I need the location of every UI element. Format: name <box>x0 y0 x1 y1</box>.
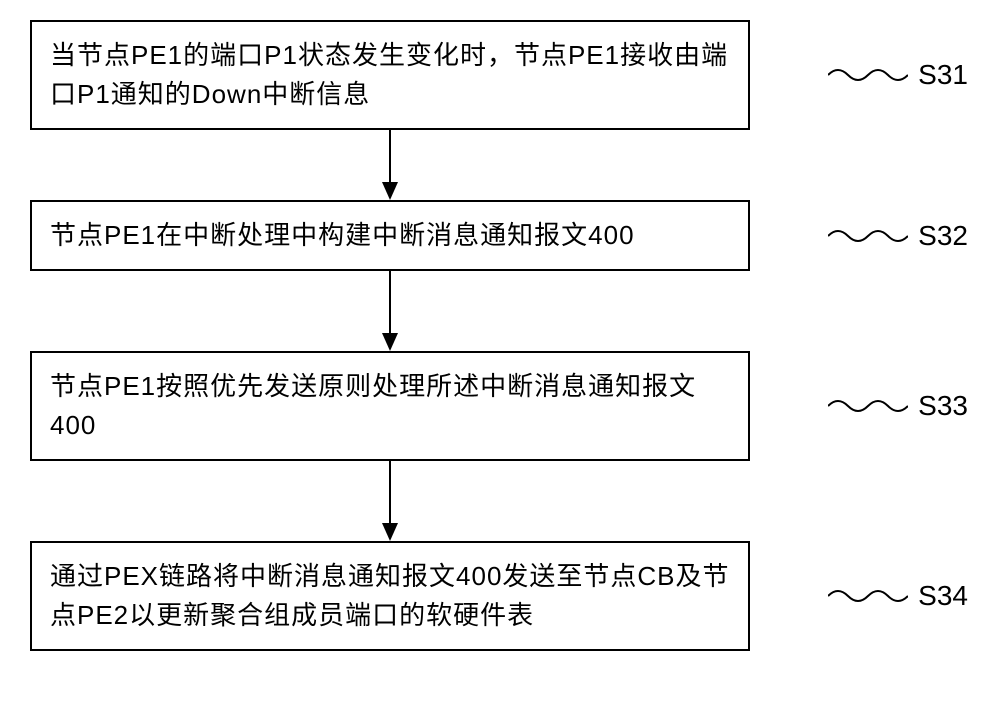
arrow-1 <box>30 130 750 200</box>
step-label-2: S32 <box>918 220 968 252</box>
flow-step-2-text: 节点PE1在中断处理中构建中断消息通知报文400 <box>50 216 730 255</box>
flow-step-3: 节点PE1按照优先发送原则处理所述中断消息通知报文400 S33 <box>30 351 750 461</box>
arrow-down-icon <box>375 130 405 200</box>
flow-step-3-label-container: S33 <box>828 390 968 422</box>
flow-step-4-text: 通过PEX链路将中断消息通知报文400发送至节点CB及节点PE2以更新聚合组成员… <box>50 557 730 635</box>
flow-step-1: 当节点PE1的端口P1状态发生变化时，节点PE1接收由端口P1通知的Down中断… <box>30 20 750 130</box>
flow-step-4-label-container: S34 <box>828 580 968 612</box>
flow-step-3-text: 节点PE1按照优先发送原则处理所述中断消息通知报文400 <box>50 367 730 445</box>
arrow-3 <box>30 461 750 541</box>
flow-step-4: 通过PEX链路将中断消息通知报文400发送至节点CB及节点PE2以更新聚合组成员… <box>30 541 750 651</box>
arrow-2 <box>30 271 750 351</box>
wavy-connector-icon <box>828 221 908 251</box>
step-label-1: S31 <box>918 59 968 91</box>
flow-step-1-text: 当节点PE1的端口P1状态发生变化时，节点PE1接收由端口P1通知的Down中断… <box>50 36 730 114</box>
step-label-4: S34 <box>918 580 968 612</box>
wavy-connector-icon <box>828 391 908 421</box>
flow-step-1-label-container: S31 <box>828 59 968 91</box>
step-label-3: S33 <box>918 390 968 422</box>
arrow-down-icon <box>375 461 405 541</box>
flowchart-container: 当节点PE1的端口P1状态发生变化时，节点PE1接收由端口P1通知的Down中断… <box>30 20 970 651</box>
arrow-down-icon <box>375 271 405 351</box>
flow-step-2-label-container: S32 <box>828 220 968 252</box>
wavy-connector-icon <box>828 60 908 90</box>
wavy-connector-icon <box>828 581 908 611</box>
flow-step-2: 节点PE1在中断处理中构建中断消息通知报文400 S32 <box>30 200 750 271</box>
